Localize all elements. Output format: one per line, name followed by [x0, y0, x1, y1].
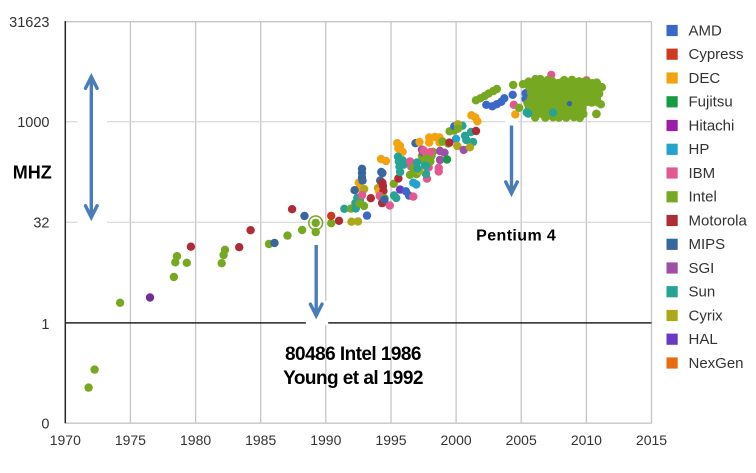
svg-text:1990: 1990	[310, 432, 341, 448]
svg-text:80486 Intel 1986: 80486 Intel 1986	[285, 344, 421, 365]
svg-text:SGI: SGI	[689, 260, 715, 277]
svg-text:2000: 2000	[441, 432, 472, 448]
svg-text:2005: 2005	[506, 432, 537, 448]
svg-text:31623: 31623	[9, 15, 49, 31]
svg-text:Motorola: Motorola	[689, 212, 748, 229]
svg-text:Intel: Intel	[689, 189, 717, 206]
svg-text:32: 32	[33, 216, 49, 232]
svg-text:1995: 1995	[375, 432, 406, 448]
svg-text:1985: 1985	[245, 432, 276, 448]
svg-text:HP: HP	[689, 141, 710, 158]
svg-text:1000: 1000	[17, 115, 49, 131]
svg-text:Cypress: Cypress	[689, 46, 744, 63]
svg-text:Sun: Sun	[689, 284, 716, 301]
svg-text:0: 0	[41, 417, 49, 433]
svg-text:1970: 1970	[50, 432, 81, 448]
svg-text:1975: 1975	[115, 432, 146, 448]
svg-text:HAL: HAL	[689, 331, 718, 348]
svg-text:AMD: AMD	[689, 22, 723, 39]
svg-text:NexGen: NexGen	[689, 355, 744, 372]
svg-text:MHZ: MHZ	[13, 163, 52, 183]
svg-text:1: 1	[41, 317, 49, 333]
svg-text:Fujitsu: Fujitsu	[689, 94, 733, 111]
svg-text:1980: 1980	[180, 432, 211, 448]
svg-text:Hitachi: Hitachi	[689, 117, 735, 134]
svg-text:2015: 2015	[636, 432, 667, 448]
svg-text:Cyrix: Cyrix	[689, 307, 724, 324]
svg-text:DEC: DEC	[689, 70, 721, 87]
svg-text:MIPS: MIPS	[689, 236, 726, 253]
svg-text:Young et al 1992: Young et al 1992	[283, 368, 423, 389]
svg-text:IBM: IBM	[689, 165, 716, 182]
svg-text:2010: 2010	[571, 432, 602, 448]
svg-text:Pentium 4: Pentium 4	[476, 228, 556, 245]
